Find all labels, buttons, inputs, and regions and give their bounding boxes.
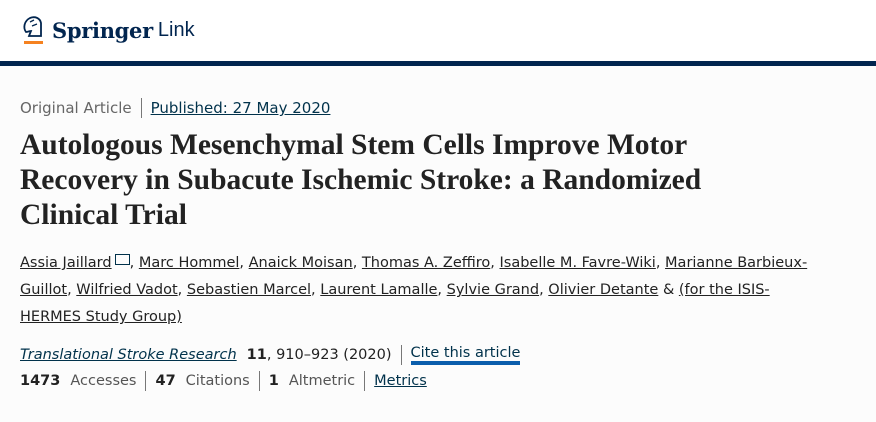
divider [145, 371, 147, 391]
altmetric-count: 1 [268, 373, 279, 389]
author-link[interactable]: Isabelle M. Favre-Wiki [499, 255, 656, 271]
divider [140, 98, 142, 118]
volume: 11 [246, 347, 267, 363]
divider [364, 371, 366, 391]
email-icon[interactable] [114, 254, 130, 265]
citations-count: 47 [155, 373, 176, 389]
author-link[interactable]: Marianne Barbieux-Guillot [20, 255, 808, 298]
divider [258, 371, 260, 391]
brand-suffix: Link [157, 18, 195, 41]
author-joiner: & [662, 282, 675, 298]
article-metrics: 1473 Accesses 47 Citations 1 Altmetric M… [20, 371, 856, 391]
accesses-label: Accesses [70, 373, 137, 389]
author-group-link[interactable]: (for the ISIS-HERMES Study Group) [20, 282, 770, 325]
author-list: Assia Jaillard, Marc Hommel, Anaick Mois… [20, 254, 808, 325]
article-type: Original Article [20, 99, 132, 117]
metrics-link[interactable]: Metrics [374, 373, 427, 389]
springer-link-logo[interactable]: Springer Link [20, 14, 195, 46]
author-link[interactable]: Sylvie Grand [446, 282, 540, 298]
article-header: Original Article Published: 27 May 2020 … [0, 98, 876, 391]
author-link[interactable]: Sebastien Marcel [186, 282, 312, 298]
author-link[interactable]: Wilfried Vadot [76, 282, 178, 298]
springer-horse-icon [23, 16, 43, 44]
page-title: Autologous Mesenchymal Stem Cells Improv… [20, 129, 702, 231]
journal-link[interactable]: Translational Stroke Research [20, 347, 237, 363]
author-link[interactable]: Olivier Detante [548, 282, 659, 298]
author-link[interactable]: Marc Hommel [138, 255, 240, 271]
accesses-count: 1473 [20, 373, 61, 389]
author-link[interactable]: Anaick Moisan [248, 255, 353, 271]
author-link[interactable]: Assia Jaillard [20, 255, 112, 271]
brand-name: Springer [52, 17, 153, 43]
site-header: Springer Link [0, 0, 876, 66]
citations-label: Citations [185, 373, 250, 389]
cite-article-link[interactable]: Cite this article [410, 345, 521, 365]
author-link[interactable]: Laurent Lamalle [320, 282, 438, 298]
pages-year: , 910–923 (2020) [266, 347, 392, 363]
divider [400, 345, 402, 365]
author-link[interactable]: Thomas A. Zeffiro [361, 255, 491, 271]
published-date-link[interactable]: Published: 27 May 2020 [150, 99, 331, 117]
altmetric-label: Altmetric [288, 373, 356, 389]
